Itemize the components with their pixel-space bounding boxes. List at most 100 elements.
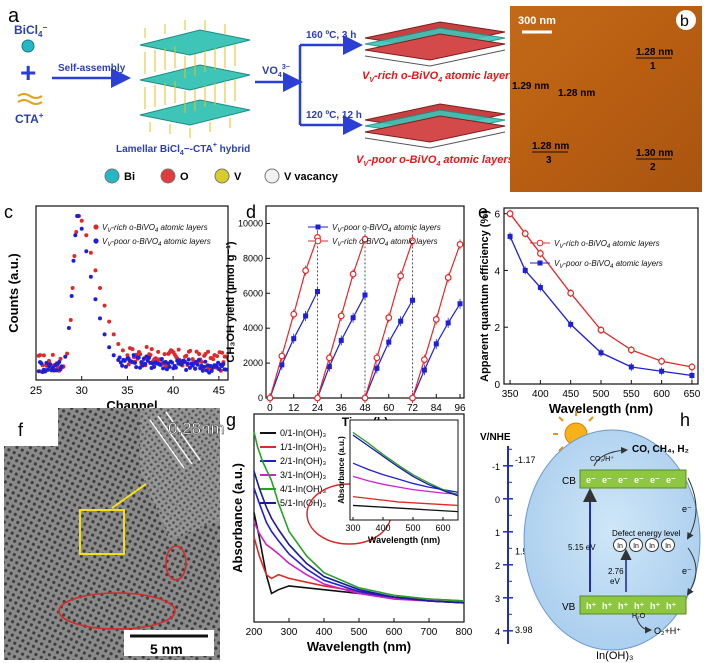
co2-label: CO₂/H⁺ (590, 456, 614, 463)
defect-ellipse-large (58, 592, 176, 630)
nhe-value-label-1: 1.59 (515, 546, 533, 556)
chart-c-point-s1-100 (200, 368, 205, 373)
product-vv-poor: VV-poor o-BiVO4 atomic layers (356, 154, 514, 168)
chart-g-inset-line-s0 (352, 504, 459, 513)
chart-e-point-s1-0 (507, 233, 513, 239)
chart-d-point-s1-c3-1 (421, 356, 428, 364)
self-assembly-label: Self-assembly (58, 63, 126, 74)
chart-c-point-s0-39 (126, 362, 131, 367)
panel-label-f: f (18, 420, 24, 440)
chart-c-point-s0-22 (68, 318, 73, 322)
chart-g-inset-line-s4 (352, 431, 459, 496)
chart-c-point-s1-40 (123, 364, 128, 369)
chart-d-xtick-label-6: 72 (407, 403, 419, 414)
legend-atom-0-label: Bi (124, 171, 135, 183)
gap-label-defect-1: 2.76 (608, 567, 624, 576)
chart-e-point-s0-7 (688, 363, 696, 371)
chart-c-point-s1-62 (152, 364, 157, 369)
chart-e-point-s0-1 (521, 230, 529, 237)
chart-e-line-s1 (509, 236, 693, 377)
chart-d-point-s0-c3-2 (433, 341, 439, 347)
chart-d-point-s0-c1-4 (362, 292, 368, 298)
panel-label-f-bg (4, 420, 44, 440)
chart-e-ytick-label-1: 2 (494, 323, 500, 334)
chart-c-point-s0-48 (138, 352, 143, 357)
hrtem-selection-box (79, 509, 125, 555)
defect-site-label-1: In (633, 543, 639, 550)
chart-c-point-s1-46 (131, 353, 136, 358)
chart-c-point-s1-30 (98, 316, 102, 321)
chart-c-point-s1-54 (141, 356, 146, 361)
chart-d-ytick-label-4: 8000 (243, 253, 263, 263)
chart-d-point-s1-c1-4 (361, 235, 369, 243)
legend-atom-1-icon (160, 168, 176, 184)
chart-c-point-s1-6 (44, 360, 49, 365)
chart-c-point-s1-2 (39, 361, 44, 366)
chart-d-xtick-label-3: 36 (336, 403, 348, 414)
chart-g-inset-ylabel: Absorbance (a.u.) (337, 436, 346, 504)
chart-c-xtick-label-3: 40 (167, 385, 179, 397)
panel-h: h V/NHE -1 0 1 2 3 4 -1.17 1.59 3.98 CO, CH₄, H₂… (480, 410, 701, 662)
electron-transfer-arrow-top (687, 477, 697, 540)
chart-c-point-s1-58 (147, 355, 152, 360)
chart-e-xtick-label-2: 450 (562, 389, 579, 400)
chart-d-ytick-label-2: 4000 (243, 323, 263, 333)
chart-e-point-s0-0 (506, 210, 514, 218)
chart-c-point-s1-7 (45, 367, 50, 372)
chart-g-legend-label-3: 3/1-In(OH)₃ (280, 470, 327, 480)
chart-c-point-s1-76 (170, 360, 175, 365)
cb-electron-1: e⁻ (602, 475, 612, 485)
reactant-cta: CTA+ (15, 111, 44, 126)
chart-d-point-s0-c0-4 (314, 289, 320, 295)
chart-c-point-s1-26 (79, 226, 84, 231)
chart-d-ytick-label-0: 0 (258, 393, 263, 403)
chart-e-point-s1-6 (659, 368, 665, 374)
conduction-band (579, 469, 687, 489)
chart-c-point-s0-78 (176, 347, 181, 352)
chart-c-point-s0-99 (203, 352, 208, 357)
chart-c-point-s1-113 (217, 367, 222, 372)
legend-atom-3-icon (264, 168, 280, 184)
chart-c-point-s0-29 (84, 233, 89, 238)
cb-electrons: e⁻ e⁻ e⁻ e⁻ e⁻ e⁻ (586, 475, 676, 485)
chart-e-legend-label-1: VV-poor o-BiVO4 atomic layers (554, 259, 663, 270)
water-label: H₂O (632, 613, 646, 620)
chart-c-point-s1-14 (54, 368, 59, 373)
chart-g-inset-line-s3 (352, 475, 459, 495)
chart-c-point-s1-47 (132, 360, 137, 365)
scale-bar-bg (124, 630, 214, 656)
chart-g-legend-label-1: 1/1-In(OH)₃ (280, 442, 327, 452)
afm-num-3: 3 (546, 155, 552, 166)
cb-electron-2: e⁻ (618, 475, 628, 485)
o2-label: O₂+H⁺ (654, 626, 681, 636)
afm-height-5: 1.30 nm (636, 148, 673, 159)
panel-label-a: a (8, 5, 20, 27)
chart-d-point-s0-c0-3 (303, 313, 309, 319)
lattice-spacing-label: 0.28nm (168, 419, 225, 438)
chart-c-point-s1-118 (223, 367, 228, 372)
chart-d-ytick-label-5: 10000 (238, 218, 263, 228)
chart-g: 200 300 400 500 600 700 800 Wavelength (nm) Abso… (230, 413, 473, 654)
vb-hole-0: h⁺ (586, 601, 596, 611)
chart-c-point-s1-50 (136, 355, 141, 360)
atom-legend: Bi O V V vacancy (104, 168, 339, 184)
chart-c-point-s1-89 (186, 357, 191, 362)
afm-image (510, 6, 702, 192)
chart-c-point-s1-23 (73, 233, 78, 238)
afm-height-1: 1.28 nm (636, 47, 673, 58)
chart-c-point-s0-4 (41, 353, 46, 358)
chart-c-point-s0-38 (125, 353, 130, 358)
chart-e-point-s1-7 (689, 372, 695, 378)
chart-d-point-s1-c0-0 (266, 394, 274, 402)
chart-c-point-s1-52 (139, 360, 144, 365)
panel-label-c: c (4, 202, 13, 222)
chart-e-xtick-label-6: 650 (684, 389, 701, 400)
chart-c-point-s1-22 (71, 258, 76, 263)
chart-e-point-s1-4 (598, 350, 604, 356)
chart-d-xtick-label-4: 48 (359, 403, 371, 414)
chart-d-xtick-label-7: 84 (431, 403, 443, 414)
chart-c-point-s1-9 (48, 362, 53, 367)
chart-c-point-s0-42 (130, 347, 135, 352)
chart-c-point-s1-48 (134, 365, 139, 370)
